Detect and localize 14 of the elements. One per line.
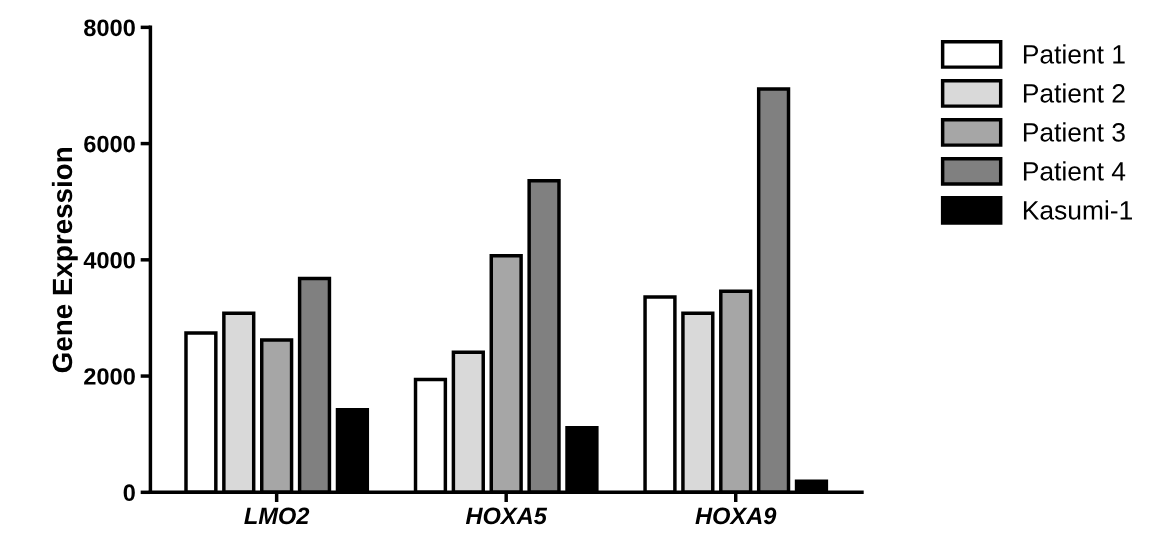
y-tick-label: 2000 [84, 368, 135, 385]
legend-label: Patient 3 [1023, 122, 1125, 142]
legend-label: Kasumi-1 [1023, 200, 1132, 220]
y-tick-label: 8000 [84, 19, 135, 37]
legend-label: Patient 1 [1023, 44, 1125, 64]
y-tick-label: 0 [123, 484, 135, 502]
x-tick-label: HOXA9 [695, 507, 777, 525]
x-tick-label: HOXA5 [465, 507, 548, 525]
legend-label: Patient 2 [1023, 83, 1125, 103]
y-tick-label: 4000 [83, 251, 135, 269]
x-tick-label: LMO2 [244, 507, 310, 525]
y-tick-label: 6000 [84, 135, 135, 153]
legend-label: Patient 4 [1023, 161, 1126, 181]
y-axis-title: Gene Expression [51, 148, 78, 373]
